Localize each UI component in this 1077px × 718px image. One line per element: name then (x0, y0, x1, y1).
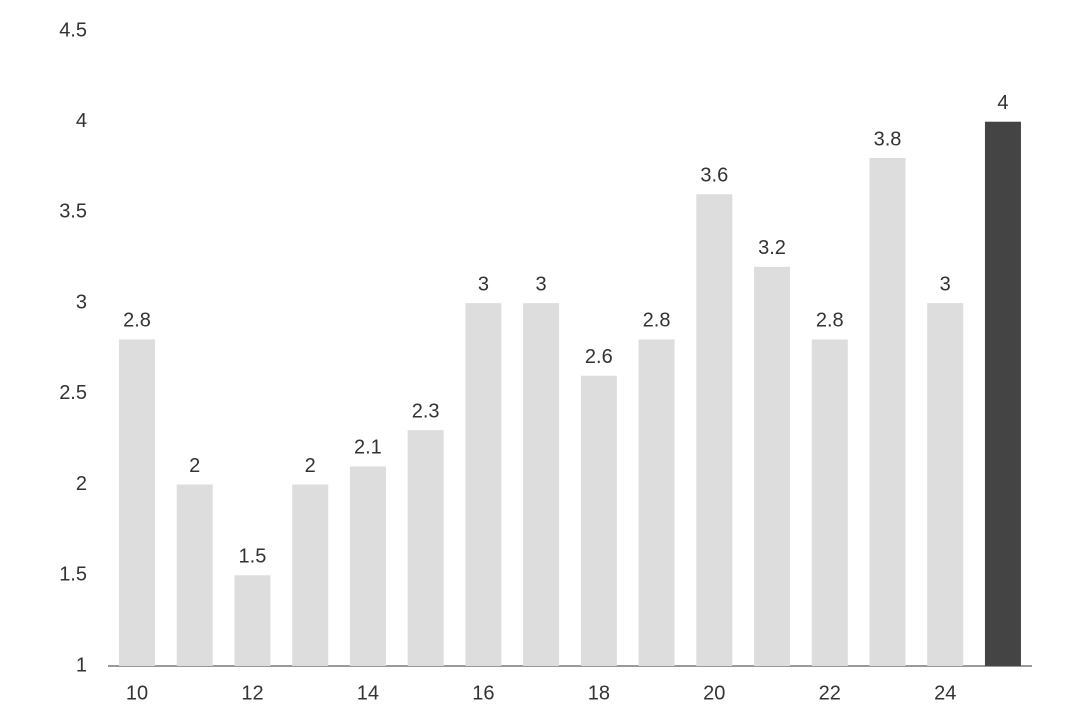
y-tick-label: 4 (76, 110, 87, 132)
y-tick-label: 1 (76, 654, 87, 676)
x-tick-label: 24 (934, 682, 956, 704)
value-label: 3.8 (874, 128, 902, 150)
bar (984, 121, 1021, 666)
y-tick-label: 1.5 (59, 564, 87, 586)
x-tick-label: 10 (126, 682, 148, 704)
bar (234, 575, 271, 666)
y-tick-label: 3 (76, 291, 87, 313)
bar (523, 303, 560, 666)
value-label: 2.8 (816, 310, 844, 332)
bar (811, 339, 848, 666)
bar (176, 484, 213, 666)
bar (465, 303, 502, 666)
bar (580, 375, 617, 666)
value-label: 4 (997, 92, 1008, 114)
value-label: 3.2 (758, 237, 786, 259)
value-label: 1.5 (239, 546, 267, 568)
bar (349, 466, 386, 666)
bar (927, 303, 964, 666)
x-tick-label: 16 (472, 682, 494, 704)
bar (696, 194, 733, 667)
y-tick-label: 2.5 (59, 382, 87, 404)
x-tick-label: 14 (357, 682, 379, 704)
value-label: 2.1 (354, 437, 382, 459)
bar (638, 339, 675, 666)
x-tick-label: 22 (819, 682, 841, 704)
value-label: 2 (189, 455, 200, 477)
value-label: 3 (478, 273, 489, 295)
x-tick-label: 18 (588, 682, 610, 704)
value-label: 3 (940, 273, 951, 295)
x-tick-label: 20 (703, 682, 725, 704)
bar (292, 484, 329, 666)
bar (119, 339, 155, 666)
y-tick-label: 4.5 (59, 19, 87, 41)
value-label: 2.3 (412, 400, 440, 422)
bar (754, 266, 791, 666)
value-label: 2.8 (123, 310, 151, 332)
bar (869, 158, 906, 666)
bar (407, 430, 444, 666)
y-tick-label: 3.5 (59, 201, 87, 223)
y-tick-label: 2 (76, 473, 87, 495)
value-label: 2 (305, 455, 316, 477)
value-label: 2.6 (585, 346, 613, 368)
value-label: 3 (536, 273, 547, 295)
x-tick-label: 12 (241, 682, 263, 704)
value-label: 3.6 (700, 165, 728, 187)
value-label: 2.8 (643, 310, 671, 332)
